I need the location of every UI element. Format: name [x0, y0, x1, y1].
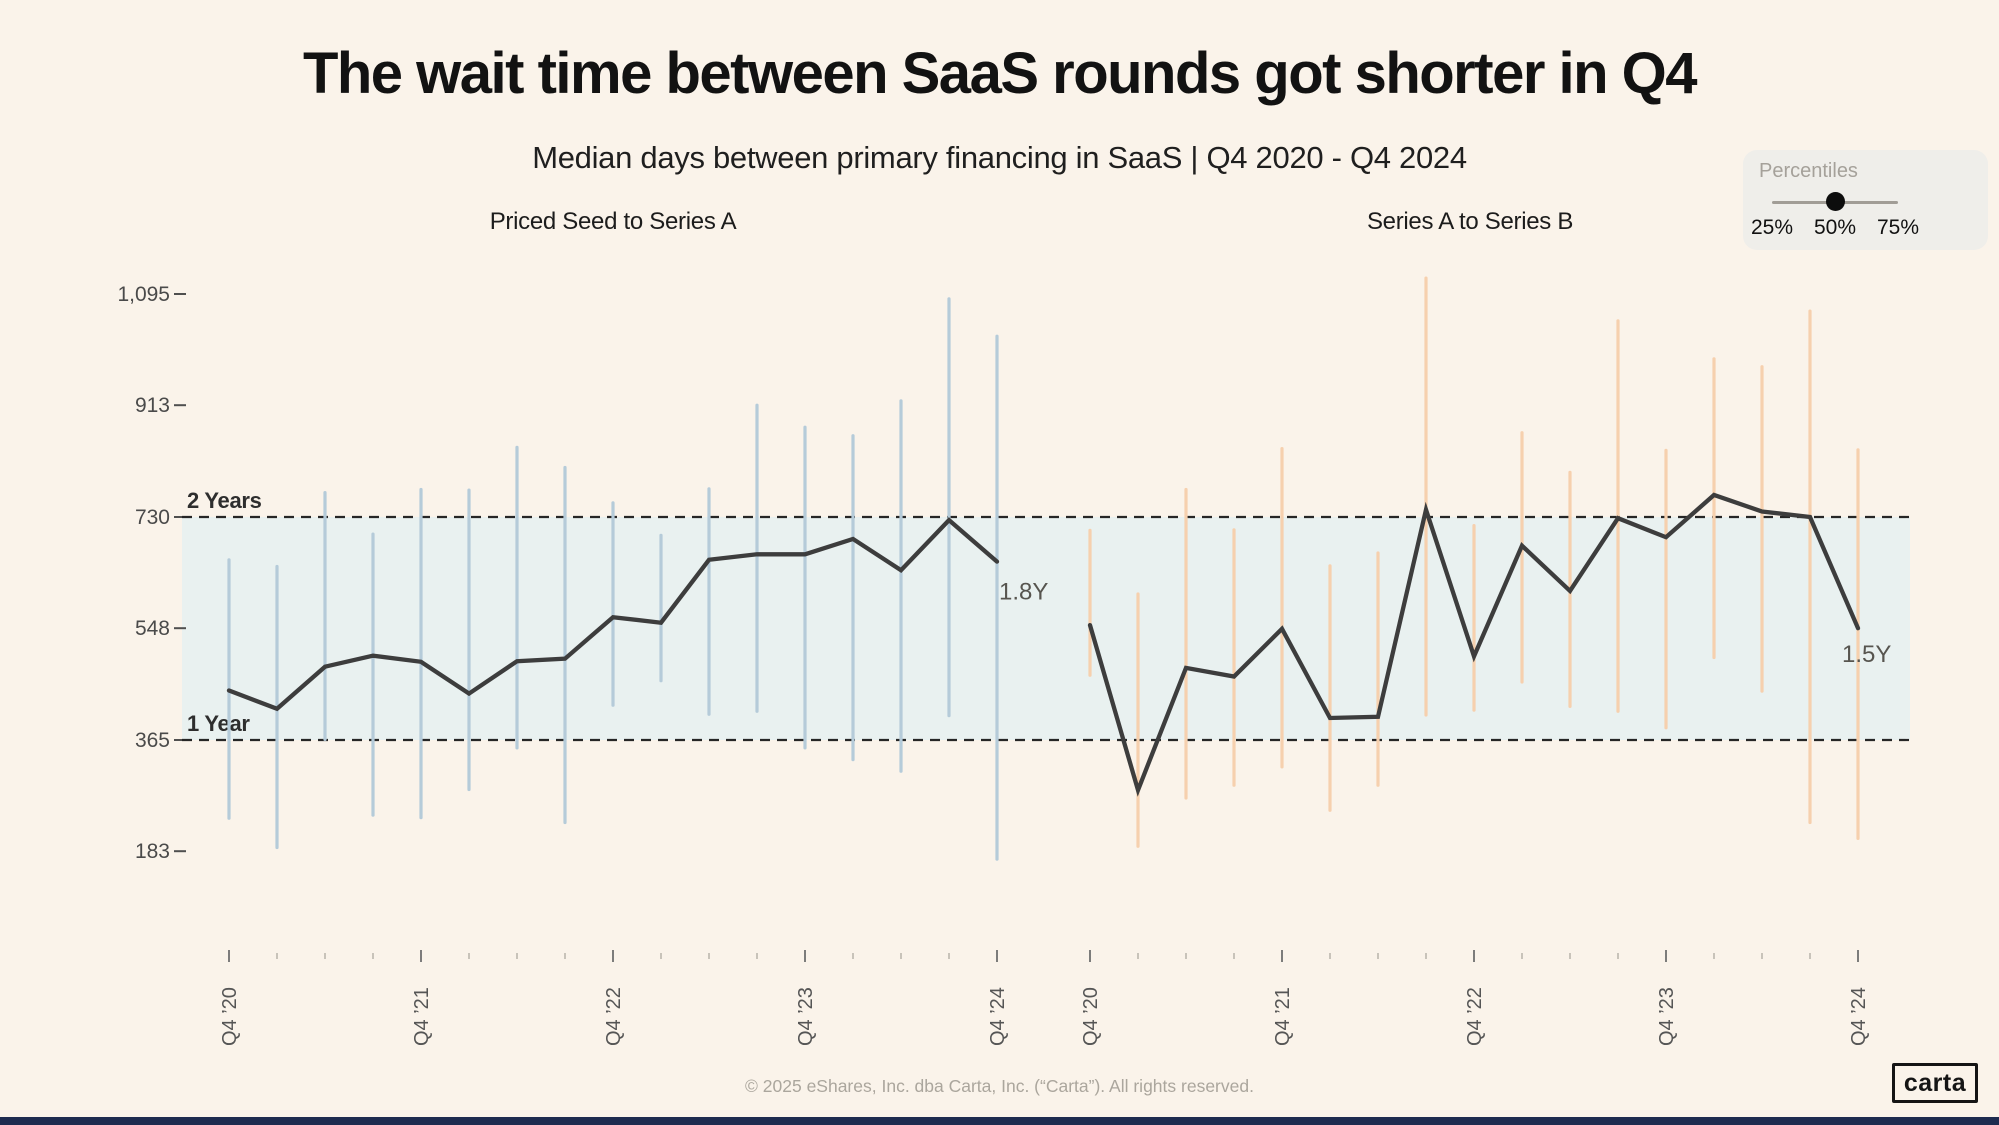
median-line-panel-1	[1087, 492, 1861, 797]
svg-text:Q4 ’22: Q4 ’22	[1464, 987, 1486, 1046]
y-axis: 1,095 913 730 548 365 183	[117, 283, 186, 863]
svg-text:1 Year: 1 Year	[187, 711, 250, 736]
svg-text:1,095: 1,095	[117, 283, 170, 306]
svg-text:183: 183	[135, 840, 170, 863]
percentiles-widget: Percentiles 25% 50% 75%	[1743, 150, 1988, 250]
percentile-option-25[interactable]: 25%	[1750, 216, 1794, 239]
copyright-note: © 2025 eShares, Inc. dba Carta, Inc. (“C…	[745, 1076, 1254, 1096]
svg-text:548: 548	[135, 617, 170, 640]
svg-text:Q4 ’24: Q4 ’24	[1848, 987, 1870, 1046]
svg-text:Q4 ’20: Q4 ’20	[219, 987, 241, 1046]
svg-text:730: 730	[135, 506, 170, 529]
reference-line-1-year: 1 Year	[182, 711, 1910, 742]
x-axis-panel-0: Q4 ’20 Q4 ’21 Q4 ’22 Q4 ’23 Q4 ’24	[219, 950, 1009, 1046]
percentile-bars-panel-1	[1088, 276, 1860, 848]
svg-text:Q4 ’24: Q4 ’24	[987, 987, 1009, 1046]
brand-bottom-bar	[0, 1117, 1999, 1125]
percentile-option-75[interactable]: 75%	[1876, 216, 1920, 239]
percentiles-label: Percentiles	[1759, 160, 1858, 182]
svg-text:Q4 ’21: Q4 ’21	[411, 987, 433, 1046]
svg-text:365: 365	[135, 729, 170, 752]
page-subtitle: Median days between primary financing in…	[532, 140, 1467, 175]
median-line-panel-0	[226, 517, 1000, 712]
x-axis-panel-1: Q4 ’20 Q4 ’21 Q4 ’22 Q4 ’23 Q4 ’24	[1080, 950, 1870, 1046]
end-value-label-panel-0: 1.8Y	[999, 579, 1048, 606]
page-title: The wait time between SaaS rounds got sh…	[302, 41, 1698, 106]
panel-title-seed-to-a: Priced Seed to Series A	[489, 208, 737, 235]
svg-text:Q4 ’23: Q4 ’23	[795, 987, 817, 1046]
reference-band	[182, 517, 1910, 740]
reference-line-2-years: 2 Years	[182, 488, 1910, 519]
svg-text:Q4 ’22: Q4 ’22	[603, 987, 625, 1046]
svg-text:Q4 ’21: Q4 ’21	[1272, 987, 1294, 1046]
percentile-option-50[interactable]: 50%	[1813, 216, 1857, 239]
panel-title-a-to-b: Series A to Series B	[1366, 208, 1574, 235]
svg-text:2 Years: 2 Years	[187, 488, 262, 513]
svg-text:913: 913	[135, 394, 170, 417]
svg-text:Q4 ’20: Q4 ’20	[1080, 987, 1102, 1046]
svg-text:Q4 ’23: Q4 ’23	[1656, 987, 1678, 1046]
percentile-bars-panel-0	[227, 297, 999, 861]
carta-logo: carta	[1892, 1063, 1978, 1103]
end-value-label-panel-1: 1.5Y	[1842, 641, 1891, 668]
percentile-slider-handle[interactable]	[1826, 192, 1845, 211]
